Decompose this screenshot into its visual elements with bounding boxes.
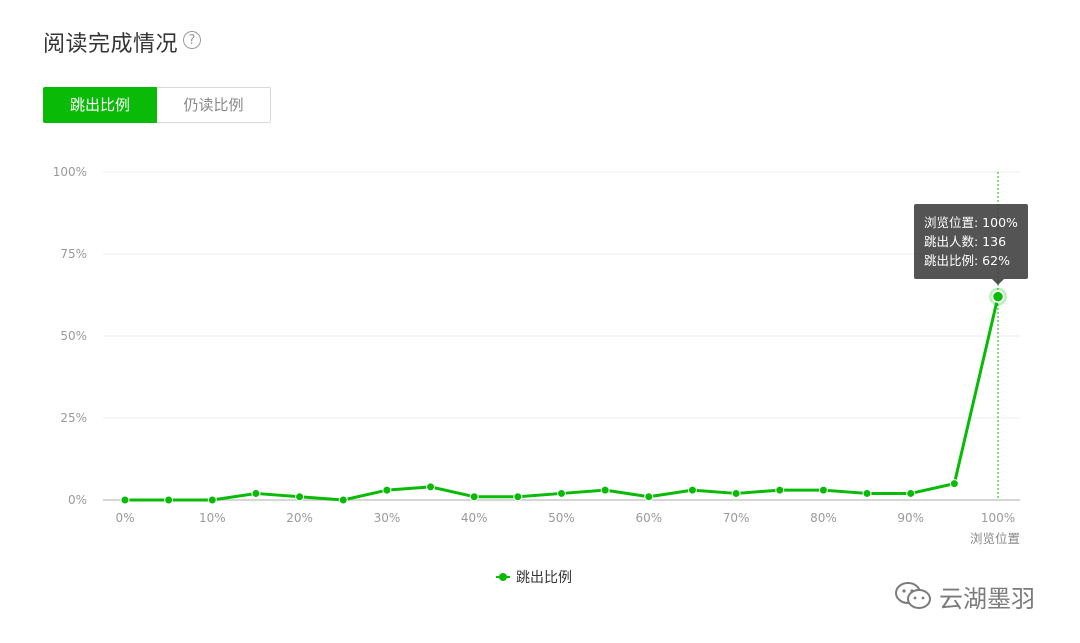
help-icon[interactable]: ? xyxy=(183,31,201,49)
data-point[interactable] xyxy=(600,485,610,495)
tooltip-line-rate: 跳出比例: 62% xyxy=(924,253,1010,268)
x-axis-title: 浏览位置 xyxy=(970,531,1020,546)
data-point[interactable] xyxy=(207,495,217,505)
x-tick-label: 20% xyxy=(286,511,313,525)
tab-bounce-rate[interactable]: 跳出比例 xyxy=(43,87,157,123)
tooltip-line-position: 浏览位置: 100% xyxy=(924,215,1018,230)
data-point[interactable] xyxy=(513,492,523,502)
x-tick-label: 80% xyxy=(810,511,837,525)
x-tick-label: 30% xyxy=(374,511,401,525)
data-point[interactable] xyxy=(382,485,392,495)
x-tick-label: 100% xyxy=(981,511,1015,525)
data-point[interactable] xyxy=(251,488,261,498)
chart-legend[interactable]: 跳出比例 xyxy=(496,567,572,587)
data-point[interactable] xyxy=(338,495,348,505)
data-point[interactable] xyxy=(949,479,959,489)
x-tick-label: 10% xyxy=(199,511,226,525)
grid-lines xyxy=(103,171,1020,501)
y-tick-label: 0% xyxy=(68,493,87,507)
legend-label: 跳出比例 xyxy=(516,570,572,586)
x-tick-label: 90% xyxy=(897,511,924,525)
y-tick-label: 50% xyxy=(60,329,87,343)
x-tick-labels: 0% 10% 20% 30% 40% 50% 60% 70% 80% 90% 100% xyxy=(115,511,1015,525)
x-tick-label: 70% xyxy=(723,511,750,525)
x-tick-label: 60% xyxy=(635,511,662,525)
y-tick-labels: 0% 25% 50% 75% 100% xyxy=(53,165,87,507)
data-points xyxy=(120,287,1007,505)
data-point[interactable] xyxy=(469,492,479,502)
data-point[interactable] xyxy=(818,485,828,495)
data-point[interactable] xyxy=(775,485,785,495)
x-tick-label: 50% xyxy=(548,511,575,525)
x-tick-label: 0% xyxy=(115,511,134,525)
data-point[interactable] xyxy=(906,488,916,498)
watermark: 云湖墨羽 xyxy=(893,580,1035,613)
y-tick-label: 100% xyxy=(53,165,87,179)
data-point[interactable] xyxy=(295,492,305,502)
data-point-highlighted[interactable] xyxy=(991,290,1005,303)
page-title: 阅读完成情况 xyxy=(43,32,179,57)
data-point[interactable] xyxy=(862,488,872,498)
data-point[interactable] xyxy=(687,485,697,495)
data-point[interactable] xyxy=(557,488,566,498)
data-point[interactable] xyxy=(164,495,174,505)
tooltip-line-count: 跳出人数: 136 xyxy=(924,234,1007,249)
chart-tabs: 跳出比例 仍读比例 xyxy=(43,87,271,123)
tab-continue-rate[interactable]: 仍读比例 xyxy=(157,87,271,123)
wechat-icon xyxy=(895,582,931,609)
chart-tooltip: 浏览位置: 100% 跳出人数: 136 跳出比例: 62% xyxy=(914,204,1028,285)
data-point[interactable] xyxy=(644,492,654,502)
watermark-text: 云湖墨羽 xyxy=(939,584,1035,613)
data-point[interactable] xyxy=(426,482,436,492)
y-tick-label: 25% xyxy=(60,411,87,425)
y-tick-label: 75% xyxy=(60,247,87,261)
series-line-bounce-rate xyxy=(125,296,1000,502)
data-point[interactable] xyxy=(731,488,741,498)
x-tick-label: 40% xyxy=(461,511,488,525)
legend-marker-icon xyxy=(496,572,510,582)
data-point[interactable] xyxy=(120,495,130,505)
series-layer xyxy=(125,296,1000,502)
